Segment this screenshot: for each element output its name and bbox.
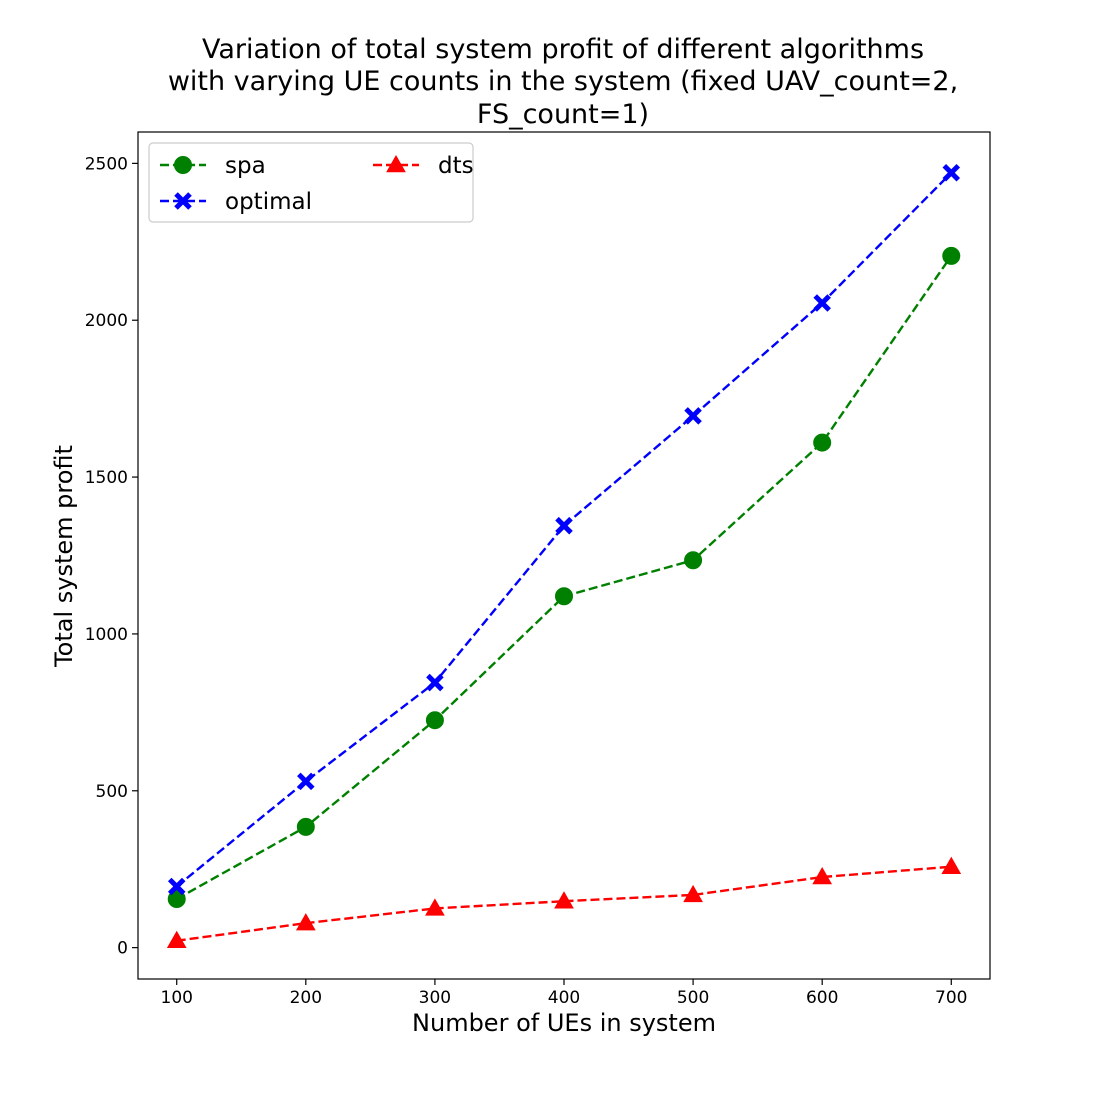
data-point-spa	[684, 551, 703, 570]
x-tick-label: 500	[677, 988, 709, 1008]
x-tick-label: 600	[806, 988, 838, 1008]
data-point-spa	[942, 246, 961, 265]
y-tick-label: 2500	[85, 154, 128, 174]
y-tick-label: 1000	[85, 625, 128, 645]
x-tick-label: 200	[290, 988, 322, 1008]
legend: spa dts optimal	[148, 142, 474, 223]
data-point-spa	[425, 711, 444, 730]
legend-label-dts: dts	[438, 153, 474, 179]
x-tick-label: 100	[161, 988, 193, 1008]
data-point-optimal	[426, 673, 444, 692]
data-point-optimal	[813, 294, 831, 312]
data-point-optimal	[167, 877, 186, 896]
x-tick-label: 700	[935, 988, 967, 1008]
x-tick-label: 300	[419, 988, 451, 1008]
data-point-dts	[425, 898, 445, 916]
y-tick-label: 0	[117, 939, 128, 959]
plot-frame	[137, 131, 991, 980]
data-point-dts	[295, 913, 316, 931]
data-point-spa	[555, 587, 573, 606]
data-point-spa	[167, 890, 186, 909]
chart-title-line-1: Variation of total system profit of diff…	[202, 34, 924, 65]
plot-area	[138, 132, 990, 979]
data-point-dts	[683, 884, 703, 903]
legend-marker-spa	[174, 156, 192, 174]
y-tick-label: 2000	[85, 311, 128, 331]
x-axis-label: Number of UEs in system	[412, 1009, 716, 1037]
data-point-optimal	[942, 164, 961, 182]
legend-marker-dts	[386, 154, 406, 173]
legend-label-optimal: optimal	[225, 189, 312, 215]
series-layer	[166, 164, 962, 948]
y-tick-label: 500	[96, 782, 128, 802]
data-point-dts	[812, 867, 833, 885]
data-point-optimal	[684, 407, 702, 425]
y-axis-label: Total system profit	[50, 445, 78, 668]
chart-title: Variation of total system profit of diff…	[168, 34, 958, 130]
chart-title-line-3: FS_count=1)	[477, 99, 649, 130]
legend-label-spa: spa	[225, 153, 266, 179]
data-point-spa	[296, 817, 315, 836]
legend-marker-optimal	[174, 192, 192, 210]
x-tick-label: 400	[548, 988, 580, 1008]
data-point-spa	[813, 433, 832, 452]
data-point-dts	[554, 891, 574, 909]
data-point-dts	[166, 930, 187, 948]
y-axis: 0 500 1000 1500 2000 2500	[85, 154, 138, 959]
data-point-dts	[941, 856, 962, 874]
x-axis: 100 200 300 400 500 600 700	[161, 979, 967, 1008]
data-point-optimal	[297, 772, 315, 791]
data-point-optimal	[555, 516, 573, 535]
chart-title-line-2: with varying UE counts in the system (fi…	[168, 66, 958, 97]
y-tick-label: 1500	[85, 468, 128, 488]
